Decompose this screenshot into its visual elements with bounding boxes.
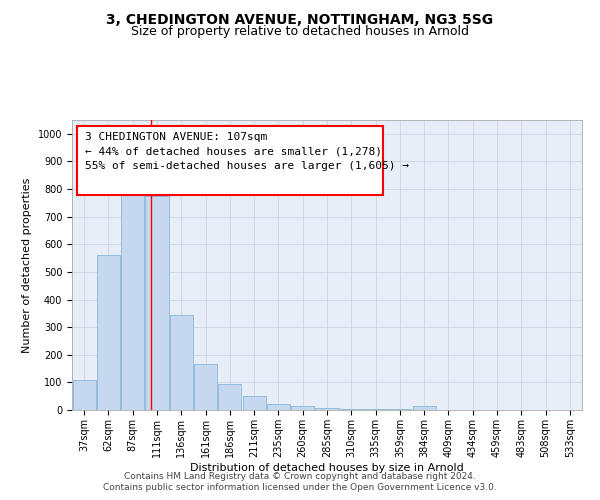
Bar xyxy=(267,404,290,410)
Bar xyxy=(73,380,95,410)
Bar xyxy=(194,364,217,410)
Bar xyxy=(97,256,120,410)
X-axis label: Distribution of detached houses by size in Arnold: Distribution of detached houses by size … xyxy=(190,462,464,472)
Bar xyxy=(291,406,314,410)
Bar xyxy=(145,196,169,410)
Bar xyxy=(218,384,241,410)
FancyBboxPatch shape xyxy=(77,126,383,196)
Bar xyxy=(121,194,144,410)
Bar xyxy=(413,406,436,410)
Bar xyxy=(316,408,338,410)
Text: 3, CHEDINGTON AVENUE, NOTTINGHAM, NG3 5SG: 3, CHEDINGTON AVENUE, NOTTINGHAM, NG3 5S… xyxy=(106,12,494,26)
Bar xyxy=(340,408,363,410)
Text: Size of property relative to detached houses in Arnold: Size of property relative to detached ho… xyxy=(131,25,469,38)
Text: 3 CHEDINGTON AVENUE: 107sqm
← 44% of detached houses are smaller (1,278)
55% of : 3 CHEDINGTON AVENUE: 107sqm ← 44% of det… xyxy=(85,132,409,171)
Text: Contains HM Land Registry data © Crown copyright and database right 2024.
Contai: Contains HM Land Registry data © Crown c… xyxy=(103,472,497,492)
Bar xyxy=(364,409,387,410)
Bar xyxy=(242,396,266,410)
Bar xyxy=(170,314,193,410)
Y-axis label: Number of detached properties: Number of detached properties xyxy=(22,178,32,352)
